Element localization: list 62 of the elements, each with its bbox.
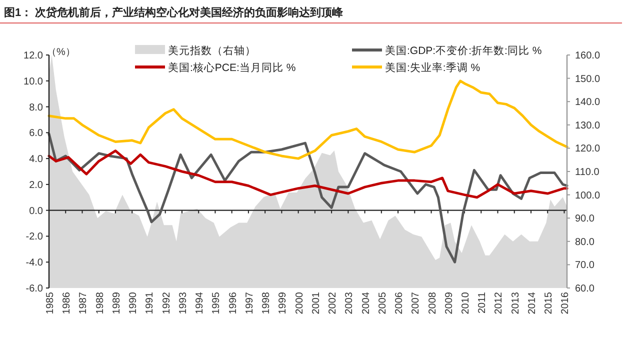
y-tick-label: 0.0 bbox=[29, 206, 44, 217]
y-tick-label: -4.0 bbox=[26, 258, 44, 269]
y-tick-label: 2.0 bbox=[29, 180, 44, 191]
x-tick-label: 2003 bbox=[344, 292, 356, 314]
x-tick-label: 2013 bbox=[510, 292, 522, 314]
x-tick-label: 2007 bbox=[410, 292, 422, 314]
y-tick-label: -6.0 bbox=[26, 284, 44, 294]
x-tick-label: 2005 bbox=[377, 292, 388, 314]
y2-tick-label: 70.0 bbox=[575, 260, 595, 272]
legend-label: 美国:GDP:不变价:折年数:同比 % bbox=[385, 44, 542, 57]
x-tick-label: 2010 bbox=[460, 292, 472, 314]
y2-tick-label: 140.0 bbox=[575, 97, 600, 108]
y2-tick-label: 130.0 bbox=[575, 120, 600, 132]
y-tick-label: -2.0 bbox=[26, 232, 44, 243]
x-tick-label: 2008 bbox=[427, 292, 438, 314]
y2-tick-label: 90.0 bbox=[575, 214, 595, 225]
y-axis-title: （%） bbox=[46, 47, 76, 58]
y2-tick-label: 100.0 bbox=[575, 190, 600, 202]
x-tick-label: 2000 bbox=[294, 292, 306, 314]
y2-tick-label: 150.0 bbox=[575, 74, 600, 85]
x-tick-label: 1985 bbox=[45, 292, 56, 314]
y-tick-label: 4.0 bbox=[29, 154, 44, 166]
legend-label: 美国:失业率:季调 % bbox=[385, 61, 480, 74]
y2-tick-label: 160.0 bbox=[575, 50, 600, 62]
line-series bbox=[48, 132, 568, 264]
y2-tick-label: 110.0 bbox=[575, 167, 600, 178]
y-tick-label: 8.0 bbox=[29, 102, 44, 114]
x-tick-label: 2016 bbox=[560, 292, 572, 314]
x-tick-label: 1997 bbox=[244, 292, 256, 314]
x-tick-label: 1991 bbox=[144, 292, 156, 314]
line-series bbox=[48, 150, 568, 199]
x-tick-label: 2002 bbox=[328, 292, 339, 314]
x-tick-label: 1992 bbox=[161, 292, 172, 314]
x-tick-label: 1987 bbox=[78, 292, 90, 314]
x-tick-label: 2001 bbox=[310, 292, 322, 314]
x-tick-label: 2004 bbox=[360, 292, 372, 314]
x-tick-label: 2014 bbox=[526, 292, 538, 314]
x-tick-label: 2011 bbox=[477, 292, 488, 314]
y-tick-label: 12.0 bbox=[24, 50, 44, 62]
x-tick-label: 1999 bbox=[278, 292, 289, 314]
chart-title: 图1： 次贷危机前后，产业结构空心化对美国经济的负面影响达到顶峰 bbox=[4, 6, 344, 19]
x-tick-label: 1996 bbox=[228, 292, 239, 314]
y2-tick-label: 60.0 bbox=[575, 284, 595, 294]
x-tick-label: 1988 bbox=[94, 292, 106, 314]
y2-tick-label: 80.0 bbox=[575, 236, 595, 248]
x-tick-label: 1993 bbox=[178, 292, 189, 314]
x-tick-label: 1995 bbox=[211, 292, 222, 314]
x-tick-label: 1989 bbox=[111, 292, 122, 314]
y-tick-label: 10.0 bbox=[24, 76, 44, 88]
x-tick-label: 2006 bbox=[394, 292, 406, 314]
x-tick-label: 2012 bbox=[494, 292, 505, 314]
x-tick-label: 2009 bbox=[444, 292, 455, 314]
y2-tick-label: 120.0 bbox=[575, 144, 600, 155]
x-tick-label: 2015 bbox=[544, 292, 555, 314]
x-tick-label: 1990 bbox=[128, 292, 140, 314]
line-series bbox=[48, 80, 568, 160]
x-tick-label: 1998 bbox=[261, 292, 272, 314]
legend-label: 美国:核心PCE:当月同比 % bbox=[168, 61, 296, 74]
x-tick-label: 1994 bbox=[194, 292, 206, 314]
y-tick-label: 6.0 bbox=[29, 128, 44, 140]
x-tick-label: 1986 bbox=[62, 292, 73, 314]
legend-label: 美元指数（右轴） bbox=[168, 44, 256, 57]
